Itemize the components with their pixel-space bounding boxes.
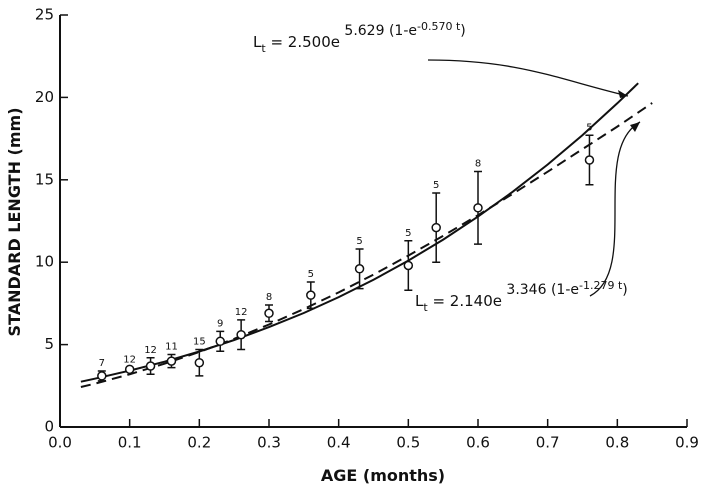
x-tick-label: 0.5 [396, 434, 420, 452]
data-point [306, 290, 316, 300]
x-axis-title: AGE (months) [321, 466, 445, 485]
x-tick-label: 0.6 [466, 434, 490, 452]
sample-size: 8 [475, 159, 481, 170]
sample-size: 15 [193, 337, 206, 348]
sample-size: 8 [266, 292, 272, 303]
curve [80, 82, 639, 383]
sample-size: 12 [123, 355, 136, 366]
data-point [403, 260, 414, 271]
x-tick-label: 0.1 [118, 434, 142, 452]
arrow [427, 59, 629, 97]
x-tick-label: 0.9 [675, 434, 699, 452]
equation-top: Lt = 2.500e 5.629 (1-e-0.570 t) [253, 20, 466, 55]
x-tick-label: 0.0 [48, 434, 72, 452]
sample-size: 5 [405, 228, 411, 239]
sample-size: 9 [217, 318, 223, 329]
y-tick-label: 25 [35, 6, 54, 24]
sample-size: 7 [99, 358, 105, 369]
eq-base: L [253, 33, 262, 51]
eq-exp: 3.346 (1-e [502, 282, 579, 298]
x-tick-label: 0.3 [257, 434, 281, 452]
sample-size: 5 [308, 269, 314, 280]
data-point [354, 264, 365, 274]
y-tick-label: 5 [44, 335, 54, 353]
sample-size: 12 [144, 345, 157, 356]
arrow [589, 121, 641, 297]
data-point [473, 203, 483, 213]
x-tick-label: 0.2 [187, 434, 211, 452]
x-tick-label: 0.8 [605, 434, 629, 452]
y-tick-label: 10 [35, 253, 54, 271]
equation-bottom: Lt = 2.140e 3.346 (1-e-1.279 t) [415, 279, 628, 314]
data-point [194, 357, 205, 368]
y-axis-title: STANDARD LENGTH (mm) [5, 107, 24, 336]
data-point [584, 155, 595, 165]
eq-sub: t [423, 301, 428, 314]
y-tick-label: 0 [44, 418, 54, 436]
data-point [124, 364, 135, 375]
eq-coef: = 2.500e [266, 33, 340, 51]
curve [80, 102, 653, 388]
data-point [236, 329, 246, 340]
data-point [431, 222, 441, 233]
sample-size: 5 [433, 180, 439, 191]
arrowhead [630, 122, 640, 132]
eq-exp2: -0.570 t [417, 20, 461, 33]
data-point [215, 336, 225, 347]
y-tick-label: 20 [35, 88, 54, 106]
sample-size: 5 [586, 122, 592, 133]
data-point [264, 308, 274, 319]
data-point [166, 356, 177, 366]
eq-sub: t [261, 42, 266, 55]
eq-base: L [415, 292, 424, 310]
x-tick-label: 0.7 [536, 434, 560, 452]
sample-size: 11 [165, 341, 178, 352]
eq-close: ) [622, 282, 627, 298]
data-point [97, 371, 107, 381]
eq-exp2: -1.279 t [579, 279, 623, 292]
sample-size: 5 [356, 236, 362, 247]
x-tick-label: 0.4 [327, 434, 351, 452]
sample-size: 12 [235, 307, 248, 318]
eq-coef: = 2.140e [428, 292, 502, 310]
y-tick-label: 15 [35, 170, 54, 188]
eq-exp: 5.629 (1-e [340, 23, 417, 39]
eq-close: ) [460, 23, 465, 39]
data-point [145, 361, 156, 371]
